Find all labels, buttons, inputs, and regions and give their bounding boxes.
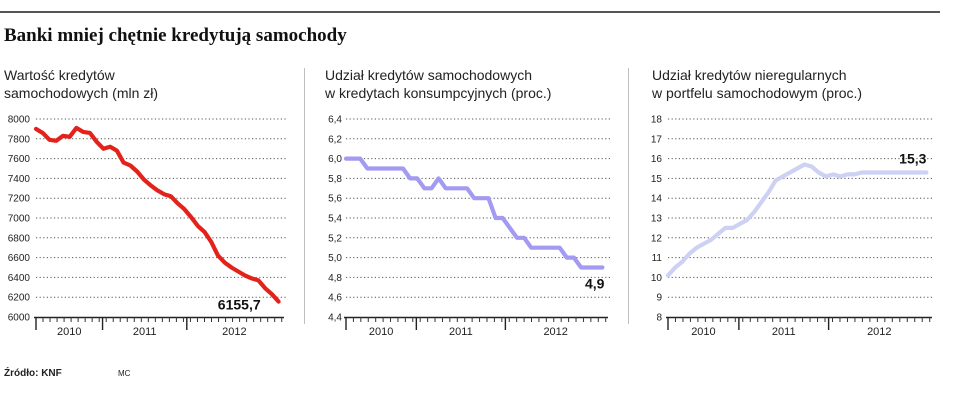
series-line	[33, 125, 281, 304]
chart-panel-2: 4,4 4,6 4,8 5,0 5,2 5,4 5,6 5,8 6,0 6,2 6,4 2010 201…	[328, 115, 610, 338]
y-tick-label: 5,8	[328, 174, 342, 185]
y-tick-label: 7000	[8, 214, 31, 225]
x-tick-label: 2011	[133, 326, 157, 338]
x-tick-label: 2012	[222, 326, 246, 338]
panel-divider-1	[304, 68, 305, 324]
x-tick-label: 2011	[449, 326, 473, 338]
y-tick-label: 15	[651, 174, 663, 185]
panel-title-2: Udział kredytów samochodowych w kredytac…	[325, 67, 552, 101]
x-tick-label: 2012	[867, 326, 891, 338]
y-tick-label: 6800	[8, 233, 31, 244]
source-note: Źródło: KNF	[4, 368, 62, 379]
y-tick-label: 6200	[8, 293, 31, 304]
author-initials: MC	[118, 369, 131, 378]
panel-divider-2	[628, 68, 629, 324]
y-tick-label: 11	[652, 253, 663, 264]
y-tick-label: 14	[651, 194, 663, 205]
y-tick-label: 8000	[8, 115, 31, 126]
chart-panel-3: 8 9 10 11 12 13 14 15 16 17 18 2010 2011 2012 15,3	[651, 115, 934, 338]
last-value-label: 4,9	[585, 276, 605, 292]
x-tick-label: 2012	[543, 326, 567, 338]
y-tick-label: 6,4	[328, 115, 342, 126]
y-tick-label: 17	[651, 134, 663, 145]
y-tick-label: 6000	[8, 313, 31, 324]
y-tick-label: 13	[651, 214, 663, 225]
y-tick-label: 4,4	[328, 313, 342, 324]
chart-panel-1: 6000 6200 6400 6600 6800 7000 7200 7400 7600 7800…	[8, 115, 286, 338]
y-tick-label: 8	[656, 313, 662, 324]
y-tick-label: 4,6	[328, 293, 342, 304]
y-tick-label: 7600	[8, 154, 31, 165]
y-tick-label: 5,6	[328, 194, 342, 205]
y-tick-label: 18	[651, 115, 663, 126]
page-title: Banki mniej chętnie kredytują samochody	[4, 25, 347, 46]
panel-title-3: Udział kredytów nieregularnych w portfel…	[652, 67, 863, 101]
x-tick-label: 2011	[772, 326, 796, 338]
y-tick-label: 6,0	[328, 154, 342, 165]
series-line	[665, 162, 929, 278]
y-tick-label: 5,4	[328, 214, 342, 225]
y-tick-label: 6400	[8, 273, 31, 284]
y-tick-label: 9	[656, 293, 662, 304]
y-tick-label: 16	[651, 154, 663, 165]
y-tick-label: 5,2	[328, 233, 342, 244]
x-tick-label: 2010	[691, 326, 715, 338]
y-tick-label: 7400	[8, 174, 31, 185]
series-line	[343, 156, 605, 270]
y-tick-label: 7800	[8, 134, 31, 145]
last-value-label: 6155,7	[218, 297, 261, 313]
last-value-label: 15,3	[899, 150, 926, 166]
y-tick-label: 10	[651, 273, 663, 284]
panel-title-1: Wartość kredytów samochodowych (mln zł)	[4, 67, 159, 101]
y-tick-label: 12	[651, 233, 663, 244]
x-tick-label: 2010	[369, 326, 393, 338]
y-tick-label: 4,8	[328, 273, 342, 284]
y-tick-label: 5,0	[328, 253, 342, 264]
y-tick-label: 6,2	[328, 134, 342, 145]
y-tick-label: 7200	[8, 194, 31, 205]
y-tick-label: 6600	[8, 253, 31, 264]
top-rule	[0, 11, 940, 13]
x-tick-label: 2010	[57, 326, 81, 338]
